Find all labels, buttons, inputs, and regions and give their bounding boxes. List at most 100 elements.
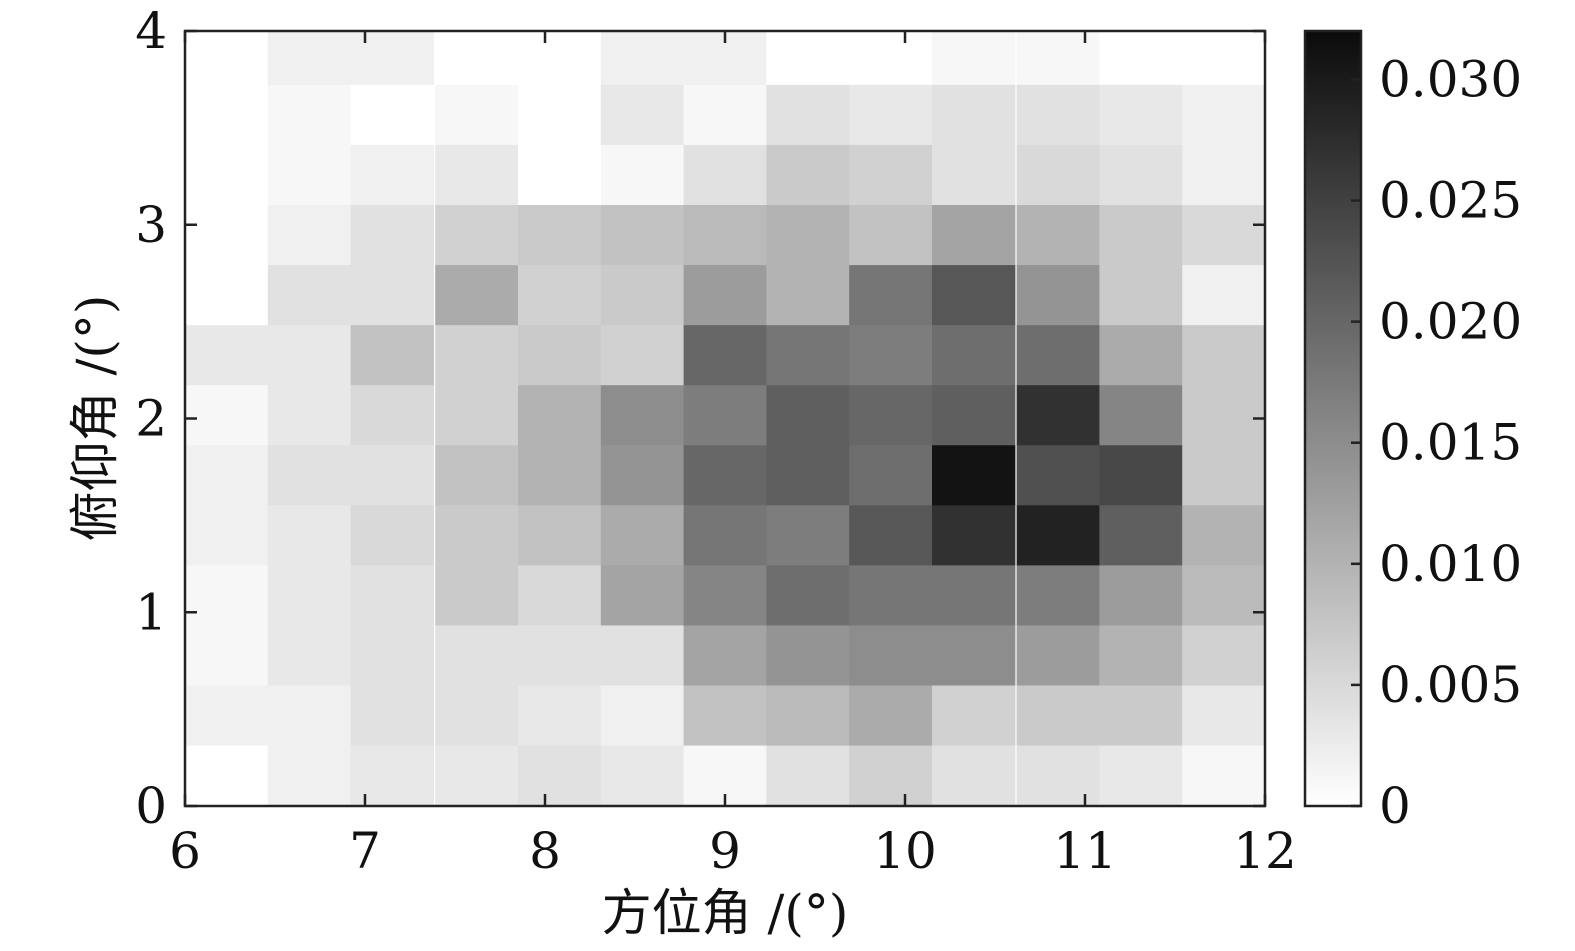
colorbar-tick-label: 0.025: [1379, 172, 1522, 230]
colorbar-tick-label: 0.030: [1379, 50, 1522, 108]
colorbar: [1303, 29, 1363, 808]
heatmap-cell: [518, 624, 602, 686]
heatmap-cell: [185, 504, 269, 566]
heatmap-cell: [1182, 744, 1265, 806]
heatmap-cell: [267, 264, 352, 326]
heatmap-cell: [185, 684, 269, 746]
colorbar-tick-label: 0.010: [1379, 535, 1522, 593]
heatmap-cell: [932, 444, 1016, 506]
x-tick-label: 12: [1233, 822, 1297, 880]
heatmap-cell: [683, 444, 767, 506]
heatmap-cell: [849, 564, 933, 626]
heatmap-cell: [1016, 624, 1100, 686]
heatmap-cell: [350, 624, 434, 686]
heatmap-cell: [1099, 744, 1183, 806]
heatmap-cell: [350, 204, 434, 266]
heatmap-cell: [185, 384, 269, 446]
heatmap-cell: [435, 324, 519, 386]
heatmap-cell: [1182, 31, 1265, 85]
heatmap-cell: [683, 684, 767, 746]
heatmap-cell: [350, 564, 434, 626]
heatmap-cell: [518, 264, 602, 326]
heatmap-cell: [1182, 264, 1265, 326]
heatmap-cell: [1016, 324, 1100, 386]
heatmap-cell: [1016, 444, 1100, 506]
heatmap-cell: [683, 564, 767, 626]
heatmap-cell: [849, 324, 933, 386]
heatmap-cell: [932, 744, 1016, 806]
heatmap-cell: [849, 204, 933, 266]
heatmap-cell: [1182, 504, 1265, 566]
heatmap-cell: [932, 384, 1016, 446]
heatmap-cell: [1099, 624, 1183, 686]
heatmap-cell: [849, 144, 933, 205]
x-tick-label: 7: [349, 822, 381, 880]
heatmap-cell: [350, 31, 434, 85]
heatmap-cell: [766, 444, 850, 506]
heatmap-cell: [932, 684, 1016, 746]
heatmap-cell: [350, 744, 434, 806]
heatmap-cell: [1099, 504, 1183, 566]
heatmap-cell: [185, 31, 269, 85]
heatmap-cell: [1182, 144, 1265, 205]
heatmap-cell: [435, 264, 519, 326]
heatmap-cell: [600, 444, 685, 506]
heatmap-cell: [435, 204, 519, 266]
colorbar-tick-label: 0: [1379, 777, 1411, 835]
heatmap-cell: [1016, 564, 1100, 626]
heatmap-cell: [1099, 144, 1183, 205]
heatmap-cell: [932, 264, 1016, 326]
y-tick-label: 0: [135, 777, 167, 835]
heatmap-cell: [1182, 324, 1265, 386]
heatmap-cell: [1182, 204, 1265, 266]
heatmap-cells: [185, 31, 1265, 806]
heatmap-cell: [518, 684, 602, 746]
heatmap-cell: [683, 384, 767, 446]
heatmap-cell: [435, 384, 519, 446]
heatmap-cell: [185, 84, 269, 145]
heatmap-cell: [1016, 684, 1100, 746]
heatmap-cell: [518, 324, 602, 386]
heatmap-cell: [1016, 384, 1100, 446]
heatmap-cell: [849, 684, 933, 746]
heatmap-cell: [766, 144, 850, 205]
heatmap-cell: [1182, 564, 1265, 626]
heatmap-cell: [932, 624, 1016, 686]
heatmap-cell: [518, 384, 602, 446]
x-tick-label: 9: [709, 822, 741, 880]
heatmap-cell: [518, 504, 602, 566]
heatmap-cell: [849, 744, 933, 806]
heatmap-cell: [267, 324, 352, 386]
y-tick-label: 2: [135, 390, 167, 448]
heatmap-cell: [435, 684, 519, 746]
heatmap-cell: [683, 504, 767, 566]
heatmap-cell: [600, 624, 685, 686]
heatmap-cell: [267, 204, 352, 266]
heatmap-cell: [849, 84, 933, 145]
heatmap-cell: [600, 84, 685, 145]
heatmap-cell: [518, 204, 602, 266]
heatmap-cell: [600, 744, 685, 806]
x-tick-label: 6: [169, 822, 201, 880]
heatmap-cell: [600, 564, 685, 626]
heatmap-cell: [1099, 84, 1183, 145]
heatmap-cell: [185, 264, 269, 326]
heatmap-cell: [435, 504, 519, 566]
heatmap-cell: [766, 31, 850, 85]
heatmap-cell: [1099, 264, 1183, 326]
heatmap-cell: [1099, 384, 1183, 446]
heatmap-cell: [849, 31, 933, 85]
heatmap-cell: [683, 264, 767, 326]
heatmap-cell: [683, 204, 767, 266]
heatmap-cell: [435, 624, 519, 686]
heatmap-cell: [267, 84, 352, 145]
heatmap-cell: [766, 624, 850, 686]
x-tick-label: 10: [873, 822, 937, 880]
heatmap-cell: [766, 204, 850, 266]
heatmap-cell: [849, 264, 933, 326]
y-tick-label: 3: [135, 196, 167, 254]
heatmap-cell: [766, 684, 850, 746]
heatmap-cell: [766, 744, 850, 806]
heatmap-cell: [435, 744, 519, 806]
heatmap-cell: [932, 324, 1016, 386]
